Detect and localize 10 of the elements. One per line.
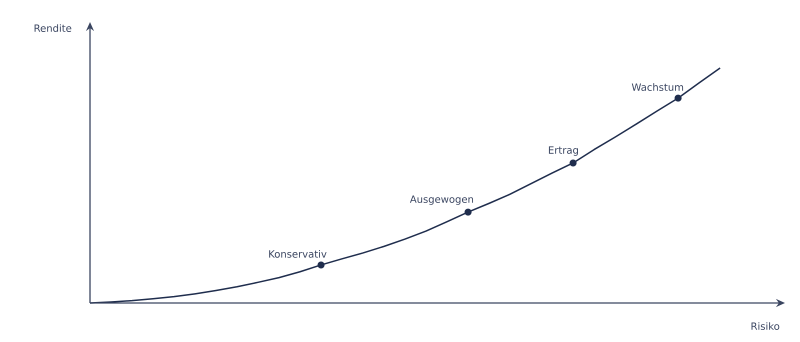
annotation: Ausgewogen bbox=[410, 195, 474, 205]
x-axis-title: Risiko bbox=[752, 322, 780, 330]
point bbox=[570, 159, 577, 166]
annotation: Ertrag bbox=[548, 146, 578, 156]
annotation: Konservativ bbox=[269, 250, 327, 258]
point bbox=[674, 94, 682, 102]
y-axis-title: Rendite bbox=[34, 24, 72, 32]
point bbox=[318, 261, 325, 268]
point bbox=[464, 208, 472, 216]
annotation: Wachstum bbox=[632, 83, 684, 91]
